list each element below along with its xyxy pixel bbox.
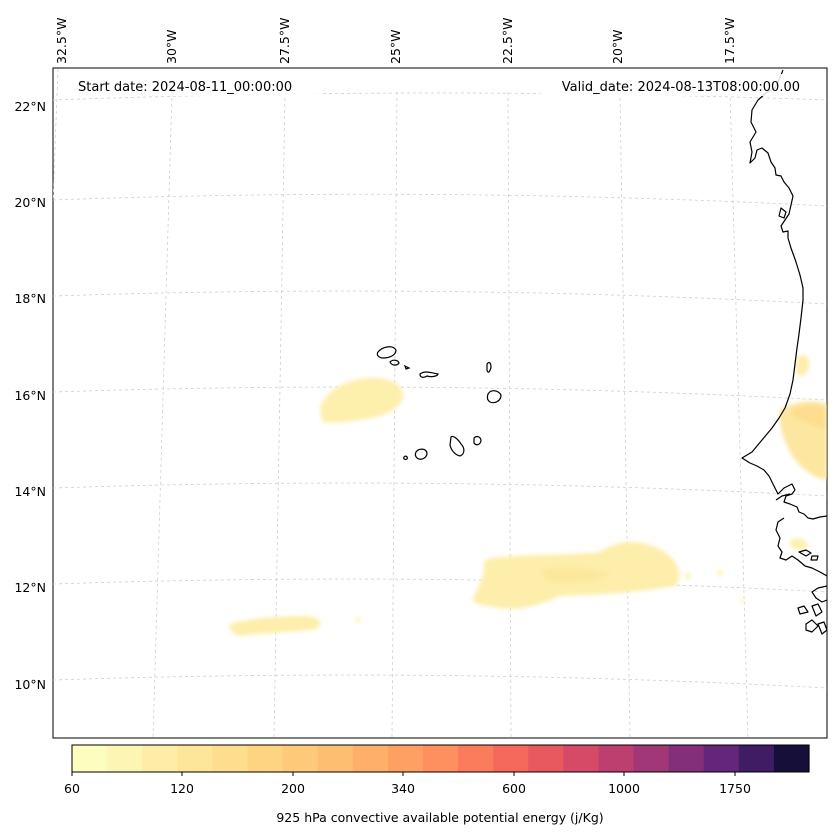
cape-field: [229, 354, 827, 636]
island-santo-antao: [376, 346, 397, 359]
island-santa-luzia: [403, 364, 411, 370]
colorbar-segment: [212, 745, 249, 772]
cape-patch-south-band-core: [540, 567, 610, 583]
colorbar-ticks: [71, 772, 736, 776]
colorbar-tick-labels: 60 120 200 340 600 1000 1750: [64, 781, 751, 796]
colorbar-segments: [72, 745, 810, 772]
lat-label: 16°N: [14, 388, 46, 403]
colorbar-segment: [422, 745, 459, 772]
lon-label: 22.5°W: [500, 18, 515, 64]
island-fogo: [414, 448, 428, 460]
lat-label: 18°N: [14, 291, 46, 306]
colorbar-segment: [177, 745, 213, 772]
colorbar-segment: [493, 745, 529, 772]
colorbar: 60 120 200 340 600 1000 1750 925 hPa con…: [64, 744, 810, 825]
cape-speck-c: [355, 617, 361, 623]
coast-guinea: [811, 585, 827, 603]
island-sao-nicolau: [419, 371, 439, 378]
colorbar-segment: [72, 745, 108, 772]
colorbar-tick-label: 120: [170, 781, 194, 796]
cape-patch-inland-north: [795, 354, 810, 376]
cape-patch-coast-south: [790, 538, 808, 550]
colorbar-segment: [598, 745, 635, 772]
coast-gambia-inlet: [775, 493, 791, 501]
island-maio: [473, 435, 482, 446]
lon-label: 20°W: [610, 29, 625, 64]
colorbar-tick-label: 60: [64, 781, 80, 796]
colorbar-segment: [528, 745, 564, 772]
island-brava: [403, 455, 408, 460]
lat-label: 22°N: [14, 99, 46, 114]
colorbar-segment: [668, 745, 705, 772]
colorbar-tick-label: 1000: [608, 781, 640, 796]
cape-speck-b: [717, 570, 723, 576]
meridian-gridlines: [53, 68, 749, 738]
coast-guinea-bissau: [775, 517, 827, 577]
colorbar-segment: [282, 745, 319, 772]
colorbar-segment: [142, 745, 178, 772]
colorbar-tick-label: 340: [391, 781, 415, 796]
cape-verde-islands: [376, 346, 502, 460]
coast-bissagos: [798, 549, 819, 561]
colorbar-segment: [107, 745, 143, 772]
lat-label: 12°N: [14, 580, 46, 595]
colorbar-tick-label: 600: [502, 781, 526, 796]
cape-speck-a: [685, 573, 691, 579]
cape-speck-d: [740, 599, 744, 603]
colorbar-segment: [563, 745, 600, 772]
latitude-labels: 22°N 20°N 18°N 16°N 14°N 12°N 10°N: [14, 99, 46, 692]
colorbar-segment: [773, 745, 810, 772]
lat-label: 10°N: [14, 677, 46, 692]
cape-patch-cv-west: [320, 377, 404, 423]
lon-label: 32.5°W: [54, 18, 69, 64]
lon-label: 30°W: [164, 29, 179, 64]
west-africa-coastline: [741, 69, 827, 635]
colorbar-segment: [458, 745, 494, 772]
lon-label: 17.5°W: [722, 18, 737, 64]
coast-mauritania-senegal: [741, 69, 827, 520]
lon-label: 25°W: [388, 29, 403, 64]
valid-date-annotation: Valid_date: 2024-08-13T08:00:00.00: [562, 80, 800, 95]
colorbar-label: 925 hPa convective available potential e…: [276, 810, 603, 825]
colorbar-tick-label: 1750: [719, 781, 751, 796]
colorbar-segment: [633, 745, 670, 772]
cape-patch-coast-senegal-core: [792, 404, 827, 430]
lat-label: 20°N: [14, 195, 46, 210]
map-frame: [52, 67, 828, 739]
island-santiago: [449, 435, 465, 457]
colorbar-segment: [387, 745, 424, 772]
island-sal: [486, 361, 492, 373]
colorbar-segment: [352, 745, 389, 772]
colorbar-frame: [71, 744, 810, 773]
island-sao-vicente: [389, 359, 400, 366]
cape-patch-southwest: [229, 616, 321, 636]
start-date-annotation: Start date: 2024-08-11_00:00:00: [78, 80, 292, 95]
coast-guinea-islands: [797, 603, 827, 635]
colorbar-segment: [317, 745, 354, 772]
coast-inlet-north: [778, 207, 787, 219]
island-boa-vista: [486, 390, 502, 404]
colorbar-segment: [247, 745, 284, 772]
longitude-labels: 32.5°W 30°W 27.5°W 25°W 22.5°W 20°W 17.5…: [54, 18, 737, 64]
lat-label: 14°N: [14, 484, 46, 499]
colorbar-segment: [738, 745, 775, 772]
colorbar-segment: [703, 745, 740, 772]
lon-label: 27.5°W: [277, 18, 292, 64]
parallel-gridlines: [53, 92, 827, 689]
colorbar-tick-label: 200: [281, 781, 305, 796]
